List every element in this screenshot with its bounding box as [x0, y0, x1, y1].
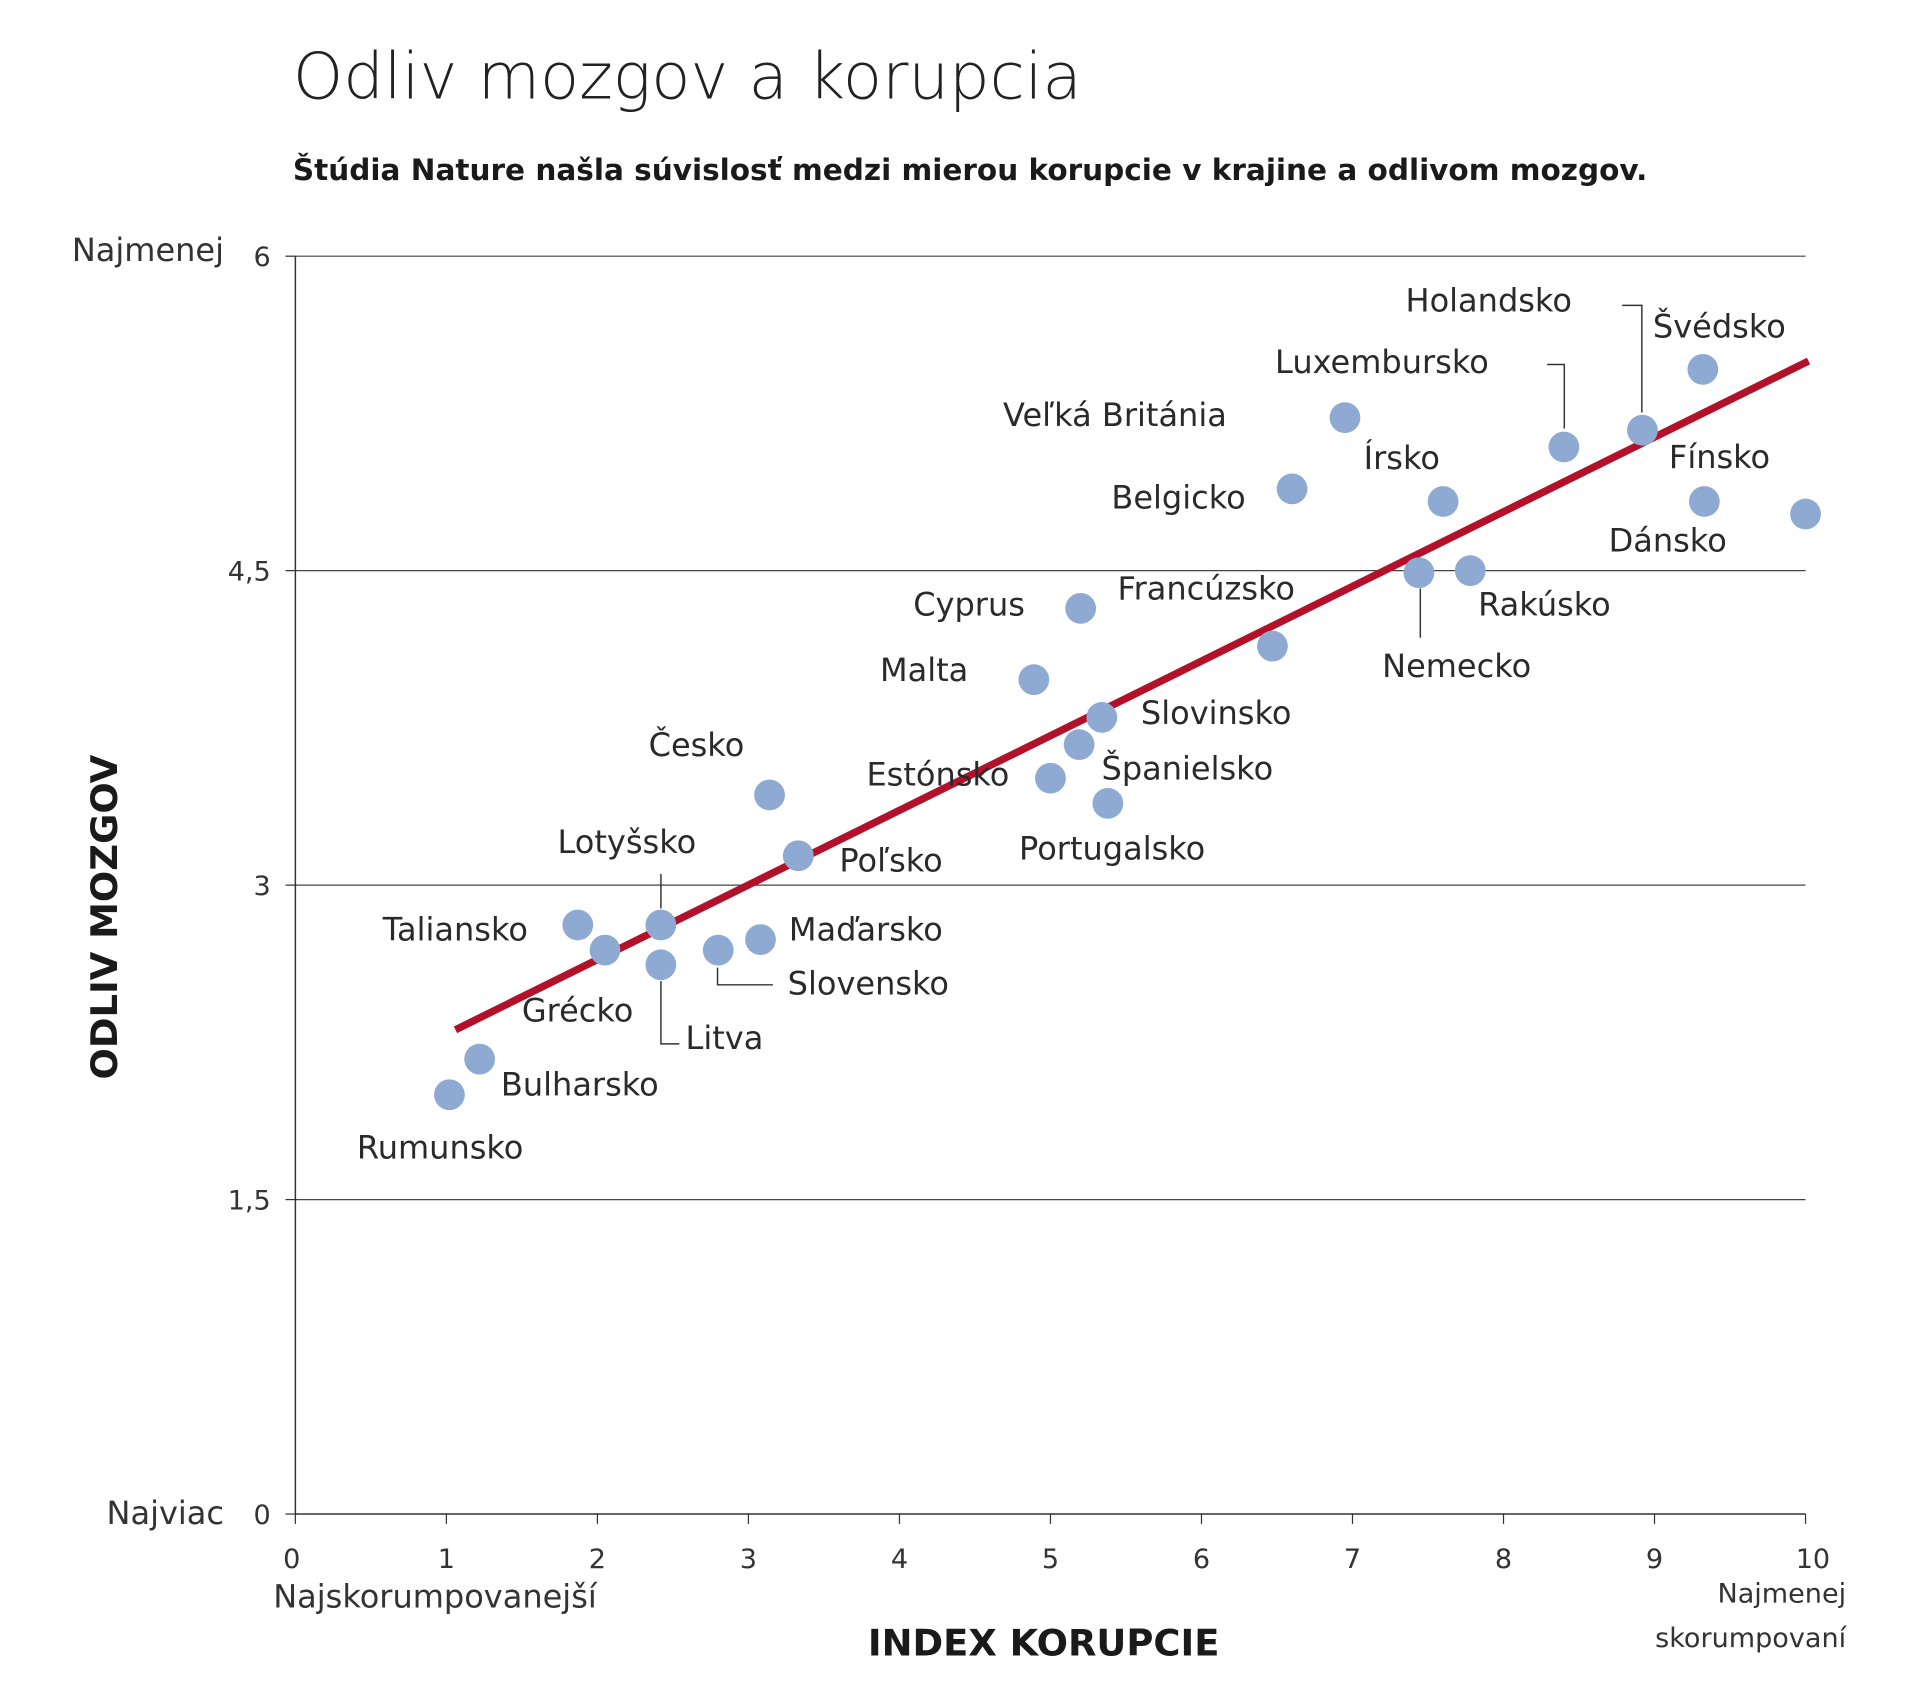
data-point	[754, 779, 785, 811]
data-point	[745, 924, 776, 956]
data-point	[1688, 486, 1720, 517]
point-label: Nemecko	[1382, 647, 1531, 685]
data-point	[1548, 431, 1580, 463]
data-point	[562, 909, 594, 941]
point-label: Holandsko	[1406, 282, 1572, 320]
point-label: Malta	[880, 651, 968, 689]
y-low-label: Najviac	[107, 1494, 224, 1532]
data-point	[1065, 593, 1097, 624]
x-axis-title: INDEX KORUPCIE	[868, 1622, 1220, 1665]
leader-line	[716, 967, 773, 986]
point-label: Taliansko	[382, 911, 528, 949]
x-tick-label: 5	[1042, 1544, 1059, 1575]
point-label: Grécko	[522, 992, 634, 1030]
point-label: Španielsko	[1102, 748, 1274, 787]
data-point	[1687, 354, 1719, 385]
x-tick-label: 2	[589, 1544, 606, 1575]
data-point	[1092, 787, 1124, 819]
point-label: Rumunsko	[357, 1128, 523, 1166]
x-tick-label: 9	[1646, 1544, 1663, 1575]
y-tick-label: 6	[254, 242, 271, 273]
x-tick-label: 6	[1193, 1544, 1210, 1575]
point-label: Švédsko	[1653, 306, 1786, 345]
point-label: Lotyšsko	[558, 823, 697, 861]
y-tick-label: 1,5	[228, 1185, 271, 1216]
data-point	[645, 909, 677, 941]
data-point	[645, 949, 677, 981]
y-tick-label: 0	[254, 1500, 271, 1531]
point-label: Dánsko	[1609, 522, 1727, 560]
x-low-label: Najskorumpovanejší	[273, 1578, 598, 1616]
y-axis-title: ODLIV MOZGOV	[83, 754, 126, 1079]
x-tick-label: 3	[740, 1544, 757, 1575]
point-label: Portugalsko	[1019, 829, 1205, 867]
point-label: Estónsko	[866, 755, 1009, 793]
y-high-label: Najmenej	[72, 231, 224, 269]
leader-line	[660, 981, 680, 1045]
x-tick-label: 4	[891, 1544, 908, 1575]
point-label: Írsko	[1364, 439, 1440, 477]
point-label: Bulharsko	[501, 1066, 659, 1104]
chart-title: Odliv mozgov a korupcia	[293, 41, 1082, 115]
data-point	[589, 934, 621, 966]
leader-line	[1547, 363, 1566, 429]
point-label: Luxembursko	[1275, 343, 1489, 381]
x-tick-label: 0	[283, 1544, 300, 1575]
data-point	[1790, 498, 1821, 530]
data-point	[1454, 555, 1486, 587]
point-label: Maďarsko	[789, 911, 943, 949]
data-point	[1086, 702, 1118, 733]
point-label: Slovinsko	[1141, 694, 1292, 732]
x-high-label-line1: Najmenej	[1717, 1579, 1846, 1610]
data-point	[1257, 630, 1288, 662]
data-point	[782, 840, 814, 872]
point-label: Rakúsko	[1478, 586, 1611, 624]
data-point	[434, 1079, 465, 1111]
data-point	[1403, 557, 1435, 589]
data-point	[702, 934, 734, 966]
point-label: Fínsko	[1669, 438, 1770, 476]
point-label: Veľká Británia	[1003, 396, 1227, 434]
point-label: Poľsko	[839, 842, 942, 880]
x-tick-label: 7	[1344, 1544, 1361, 1575]
data-point	[1627, 414, 1658, 446]
data-point	[1276, 473, 1308, 505]
data-point	[1035, 762, 1066, 794]
y-tick-label: 3	[254, 871, 271, 902]
data-point	[1063, 729, 1095, 761]
point-label: Česko	[649, 725, 745, 764]
point-label: Belgicko	[1111, 479, 1245, 517]
point-label: Francúzsko	[1118, 570, 1295, 608]
data-point	[1427, 486, 1459, 517]
point-label: Litva	[686, 1019, 764, 1057]
data-point	[1329, 402, 1361, 434]
y-tick-label: 4,5	[228, 557, 271, 588]
leader-line	[1622, 304, 1643, 413]
data-point	[464, 1043, 496, 1075]
x-tick-label: 10	[1796, 1544, 1830, 1575]
trend-line	[453, 357, 1811, 1034]
x-tick-label: 1	[438, 1544, 455, 1575]
x-tick-label: 8	[1495, 1544, 1512, 1575]
chart-subtitle: Štúdia Nature našla súvislosť medzi mier…	[293, 151, 1647, 187]
x-high-label-line2: skorumpovaní	[1655, 1623, 1847, 1654]
point-label: Cyprus	[913, 586, 1025, 624]
data-point	[1018, 664, 1050, 696]
point-label: Slovensko	[788, 965, 949, 1003]
